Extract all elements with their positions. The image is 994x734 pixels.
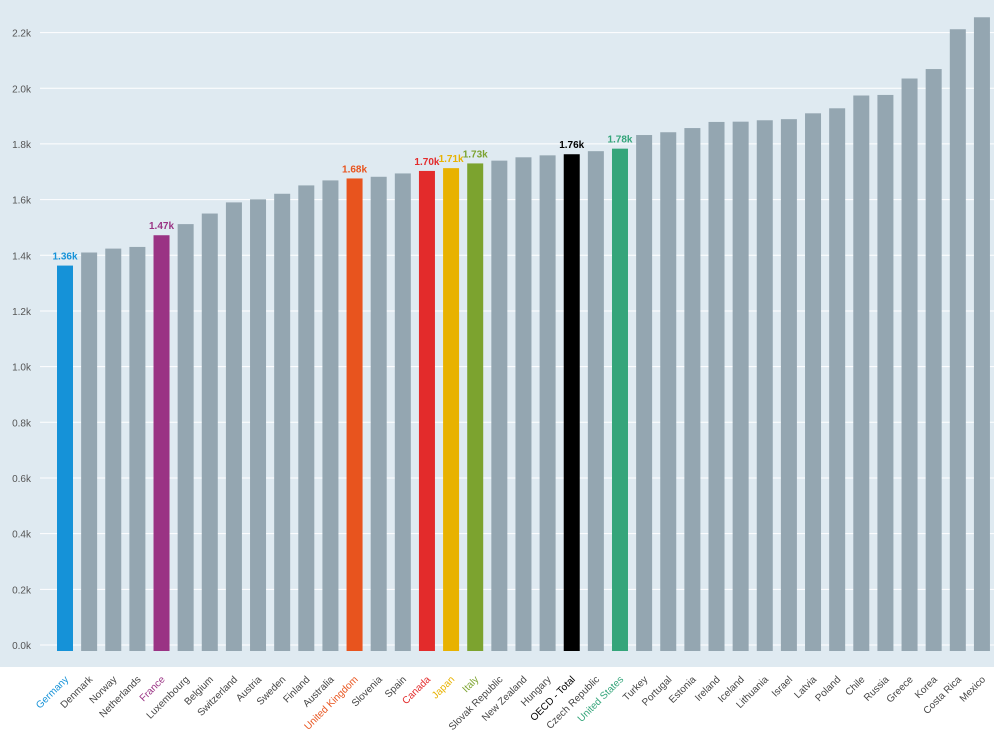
bar [732,121,749,651]
data-label: 1.68k [342,164,367,175]
bar [250,199,267,651]
bar [563,154,580,651]
bar [225,202,242,651]
bar [418,170,435,651]
bar [129,246,146,651]
bar [829,108,846,652]
bar [443,168,460,651]
x-tick-label: Italy [461,674,482,695]
y-axis: 0.0k 0.2k 0.4k 0.6k 0.8k 1.0k 1.2k 1.4k 1.6k 1.8k… [12,29,32,652]
bar [322,180,339,652]
bar [660,132,677,652]
x-tick-label: Poland [813,674,843,704]
bar [587,151,604,651]
bar [973,17,990,652]
bar [636,135,653,652]
y-tick-label: 2.0k [12,84,32,95]
y-tick-label: 2.2k [12,29,32,40]
y-tick-label: 1.0k [12,363,32,374]
x-tick-label: Estonia [667,674,699,706]
bar [949,29,966,652]
x-tick-label: Israel [770,674,795,699]
bar [877,94,894,652]
data-label: 1.71k [439,154,464,165]
y-tick-label: 0.2k [12,585,32,596]
bar [491,160,508,651]
bar [756,120,773,651]
y-tick-label: 1.4k [12,251,32,262]
data-label: 1.76k [559,140,584,151]
x-tick-label: Greece [885,674,916,705]
y-tick-label: 0.8k [12,418,32,429]
y-tick-label: 1.8k [12,140,32,151]
bar [611,148,628,651]
bar [539,155,556,651]
bar [370,176,387,651]
bar [346,178,363,651]
bar [515,157,532,651]
bars [57,17,990,652]
bar [467,163,484,651]
data-label: 1.36k [52,252,77,263]
data-label: 1.70k [414,157,439,168]
bar [805,113,822,652]
x-tick-label: Japan [430,674,457,701]
bar [57,265,73,651]
x-axis: GermanyDenmarkNorwayNetherlandsFranceLux… [34,674,988,733]
bar [274,193,291,651]
bar [298,185,315,651]
bar [684,128,701,652]
data-label: 1.73k [463,149,488,160]
y-tick-label: 1.6k [12,196,32,207]
data-labels: 1.36k 1.47k 1.68k 1.70k 1.71k 1.73k 1.76k 1.78k [52,135,632,263]
bar [105,248,122,651]
y-tick-label: 1.2k [12,307,32,318]
bar [925,69,942,651]
bar [153,235,170,651]
y-tick-label: 0.4k [12,530,32,541]
y-tick-label: 0.6k [12,474,32,485]
y-tick-label: 0.0k [12,641,32,652]
bar [177,224,194,651]
bar [81,252,98,652]
bar [853,95,870,651]
bar [708,121,725,652]
bar [394,173,411,651]
bar [201,213,218,652]
data-label: 1.47k [149,221,174,232]
x-tick-label: Mexico [958,674,988,704]
bar [901,78,918,652]
data-label: 1.78k [607,135,632,146]
bar [780,119,797,652]
